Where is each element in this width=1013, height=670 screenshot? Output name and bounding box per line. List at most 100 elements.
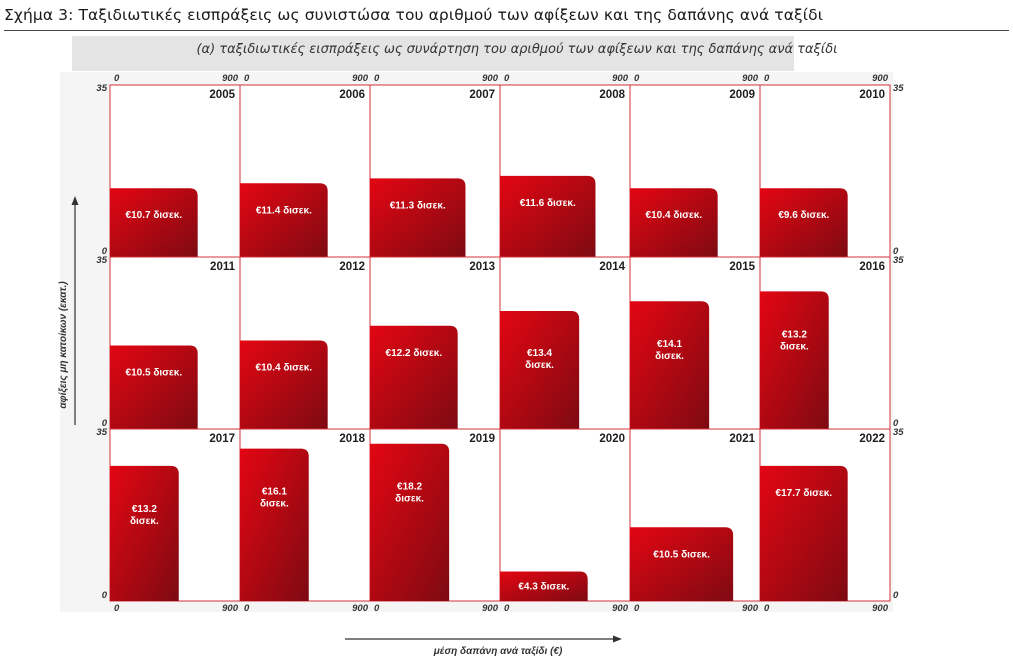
y-tick-label: 0	[102, 590, 108, 601]
bar-2012	[240, 340, 328, 429]
y-tick-label: 35	[893, 83, 904, 94]
panel-year-label: 2011	[210, 261, 236, 273]
panel-year-label: 2017	[209, 433, 235, 445]
panel-year-label: 2021	[729, 433, 755, 445]
subtitle-band	[72, 36, 794, 71]
y-axis-arrowhead	[71, 196, 79, 205]
bar-value-label: €11.6 δισεκ.	[520, 198, 576, 209]
panel-year-label: 2012	[339, 261, 365, 273]
x-tick-label: 0	[244, 73, 250, 84]
bar-value-label: €11.3 δισεκ.	[390, 200, 446, 211]
panel-2018: 2018 €16.1 δισεκ.	[239, 428, 371, 602]
x-tick-label: 0	[764, 73, 770, 84]
title-divider	[4, 30, 1009, 31]
panel-2006: 2006 €11.4 δισεκ.	[239, 84, 371, 258]
x-tick-label: 0	[114, 73, 120, 84]
x-tick-label: 900	[872, 603, 889, 614]
panel-year-label: 2005	[209, 89, 235, 101]
bar-value-label: €14.1 δισεκ.	[655, 339, 684, 362]
panel-2019: 2019 €18.2 δισεκ.	[369, 428, 501, 602]
x-tick-label: 0	[504, 603, 510, 614]
bar-value-label: €12.2 δισεκ.	[386, 348, 443, 359]
y-tick-label: 35	[893, 427, 904, 438]
panel-year-label: 2013	[469, 261, 495, 273]
bar-value-label: €18.2 δισεκ.	[395, 482, 424, 505]
panel-2015: 2015 €14.1 δισεκ.	[629, 256, 761, 430]
x-tick-label: 900	[482, 603, 499, 614]
bar-2007	[370, 178, 466, 257]
y-tick-label: 35	[96, 255, 107, 266]
x-tick-label: 900	[742, 73, 759, 84]
x-axis-title: μέση δαπάνη ανά ταξίδι (€)	[433, 646, 563, 657]
bar-value-label: €13.2 δισεκ.	[780, 329, 809, 352]
x-tick-label: 900	[352, 73, 369, 84]
bar-2017	[110, 465, 179, 601]
panel-year-label: 2018	[339, 433, 365, 445]
y-axis-title: αφίξεις μη κατοίκων (εκατ.)	[58, 281, 69, 409]
bar-2005	[110, 188, 198, 257]
bar-2022	[760, 465, 848, 601]
panel-2009: 2009 €10.4 δισεκ.	[629, 84, 761, 258]
bar-value-label: €10.5 δισεκ.	[653, 549, 710, 560]
y-tick-label: 0	[893, 246, 899, 257]
bar-value-label: €9.6 δισεκ.	[778, 210, 829, 221]
panel-2008: 2008 €11.6 δισεκ.	[499, 84, 631, 258]
panel-2020: 2020 €4.3 δισεκ.	[499, 428, 631, 602]
bar-value-label: €13.2 δισεκ.	[130, 504, 159, 527]
panel-2016: 2016 €13.2 δισεκ.	[759, 256, 891, 430]
y-tick-label: 0	[893, 418, 899, 429]
bar-value-label: €10.4 δισεκ.	[646, 210, 703, 221]
bar-2008	[500, 175, 596, 257]
x-tick-label: 0	[634, 603, 640, 614]
x-tick-label: 900	[222, 603, 239, 614]
panel-year-label: 2014	[599, 261, 625, 273]
panel-year-label: 2022	[859, 433, 885, 445]
panel-year-label: 2010	[859, 89, 885, 101]
bar-2018	[240, 448, 309, 601]
panel-year-label: 2015	[729, 261, 755, 273]
x-axis-arrowhead	[613, 635, 622, 643]
bar-value-label: €17.7 δισεκ.	[776, 488, 833, 499]
y-tick-label: 0	[102, 246, 108, 257]
bar-2011	[110, 345, 198, 429]
figure-title: Σχήμα 3: Ταξιδιωτικές εισπράξεις ως συνι…	[4, 6, 824, 24]
bar-2016	[760, 291, 829, 429]
bar-value-label: €10.5 δισεκ.	[126, 367, 183, 378]
x-tick-label: 900	[222, 73, 239, 84]
panel-2017: 2017 €13.2 δισεκ.	[109, 428, 241, 602]
x-tick-label: 0	[244, 603, 250, 614]
panel-year-label: 2008	[599, 89, 625, 101]
x-tick-label: 0	[504, 73, 510, 84]
axes-group: 0 900 0 900 0 900 0 900 0 900 0 900 0 900 0 900 0 900 0 900…	[58, 73, 904, 657]
panel-year-label: 2009	[729, 89, 755, 101]
x-tick-label: 0	[374, 603, 380, 614]
bar-value-label: €10.4 δισεκ.	[256, 363, 313, 374]
x-tick-label: 0	[114, 603, 120, 614]
x-tick-label: 900	[612, 73, 629, 84]
panel-year-label: 2016	[859, 261, 885, 273]
x-tick-label: 0	[374, 73, 380, 84]
panel-year-label: 2007	[469, 89, 495, 101]
panel-year-label: 2006	[339, 89, 365, 101]
x-tick-label: 0	[764, 603, 770, 614]
y-tick-label: 35	[96, 83, 107, 94]
x-tick-label: 900	[612, 603, 629, 614]
bar-value-label: €11.4 δισεκ.	[256, 205, 312, 216]
x-tick-label: 0	[634, 73, 640, 84]
bar-2013	[370, 325, 458, 429]
panel-2014: 2014 €13.4 δισεκ.	[499, 256, 631, 430]
x-tick-label: 900	[872, 73, 889, 84]
bar-2021	[630, 527, 734, 601]
bar-value-label: €10.7 δισεκ.	[126, 210, 183, 221]
bar-2015	[630, 301, 710, 429]
panel-2005: 2005 €10.7 δισεκ.	[109, 84, 241, 258]
bar-2006	[240, 183, 328, 257]
y-tick-label: 0	[893, 590, 899, 601]
bar-value-label: €13.4 δισεκ.	[525, 348, 554, 371]
bar-2010	[760, 188, 848, 257]
panel-2021: 2021 €10.5 δισεκ.	[629, 428, 761, 602]
x-tick-label: 900	[482, 73, 499, 84]
panel-2022: 2022 €17.7 δισεκ.	[759, 428, 891, 602]
y-tick-label: 0	[102, 418, 108, 429]
